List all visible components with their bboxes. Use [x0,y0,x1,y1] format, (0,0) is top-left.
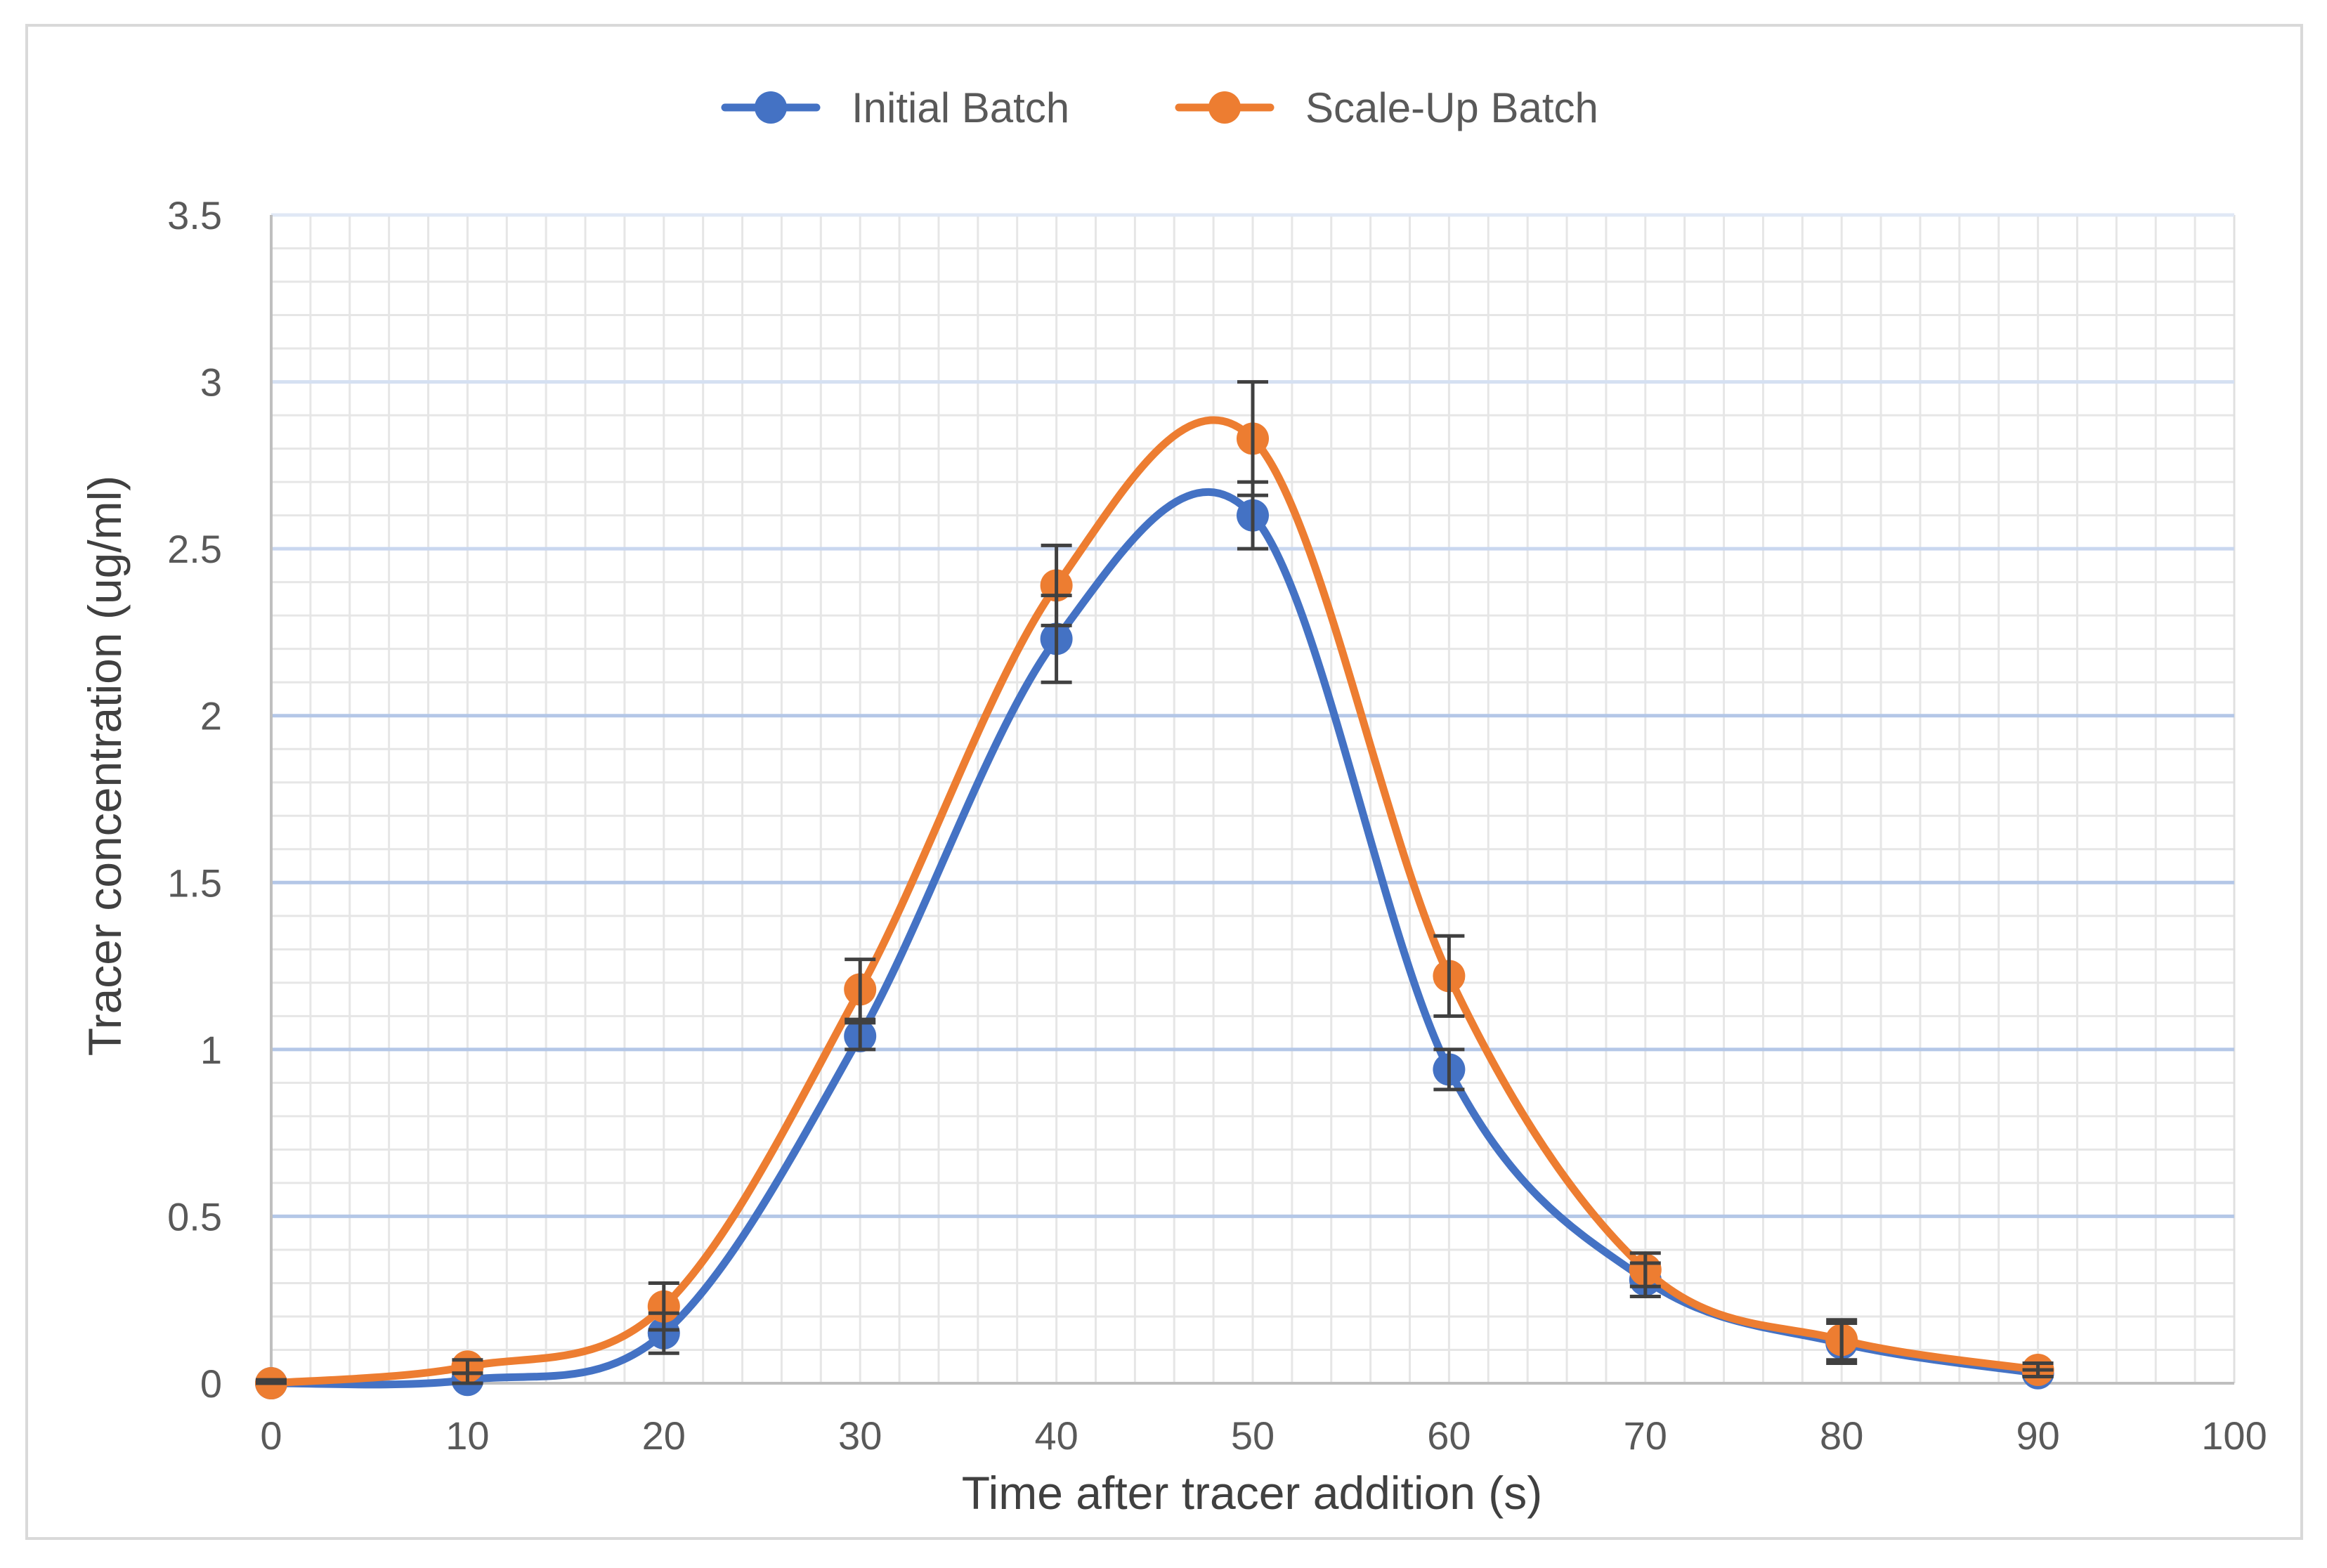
series-layer [255,380,2054,1399]
y-tick-label: 1.5 [167,861,222,905]
tick-labels: 0 10 20 30 40 50 60 70 80 90 100 0 0.5 1 1.5 2 2.5 3 3.5 [167,193,2267,1458]
x-tick-label: 70 [1624,1413,1667,1458]
x-tick-label: 30 [838,1413,882,1458]
x-tick-label: 60 [1427,1413,1471,1458]
y-tick-label: 3 [200,360,222,405]
x-tick-label: 0 [260,1413,282,1458]
y-tick-label: 2 [200,694,222,738]
x-tick-label: 20 [642,1413,686,1458]
axes [270,215,2234,1385]
legend-swatch-marker [1208,91,1241,124]
x-tick-label: 90 [2016,1413,2059,1458]
legend-item: Scale-Up Batch [1175,84,1598,131]
x-tick-label: 40 [1034,1413,1078,1458]
x-tick-label: 100 [2201,1413,2267,1458]
error-bars-scale-up-batch [256,380,2054,1385]
y-axis-title: Tracer concentration (ug/ml) [79,476,131,1057]
y-tick-label: 3.5 [167,193,222,237]
y-tick-label: 0.5 [167,1194,222,1239]
x-tick-label: 50 [1231,1413,1275,1458]
y-tick-label: 0 [200,1361,222,1406]
x-tick-label: 10 [445,1413,489,1458]
series-line [267,416,2042,1387]
legend-label: Scale-Up Batch [1305,84,1598,131]
legend-item: Initial Batch [721,84,1069,131]
legend: Initial Batch Scale-Up Batch [721,84,1598,131]
x-tick-label: 80 [1820,1413,1863,1458]
x-axis-title: Time after tracer addition (s) [962,1467,1542,1519]
y-tick-label: 1 [200,1028,222,1072]
legend-swatch-marker [755,91,787,124]
y-tick-label: 2.5 [167,527,222,571]
legend-label: Initial Batch [852,84,1069,131]
